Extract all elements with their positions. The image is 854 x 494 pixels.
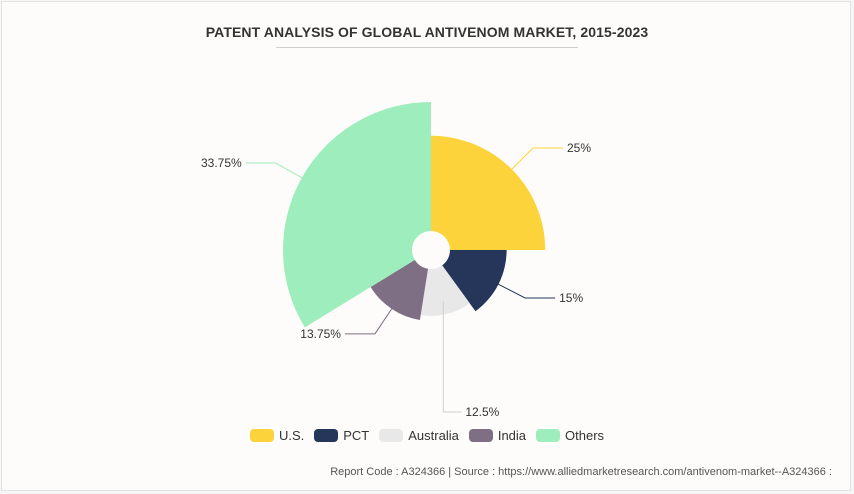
legend-swatch <box>249 429 274 442</box>
legend-swatch <box>536 429 561 442</box>
leader-line <box>495 147 563 186</box>
data-label: 25% <box>567 141 591 155</box>
legend-label: India <box>497 428 527 443</box>
legend-swatch <box>379 429 404 442</box>
data-label: 13.75% <box>300 327 341 341</box>
leader-line <box>484 277 556 299</box>
leader-line <box>245 162 328 193</box>
title-underline <box>276 47 578 48</box>
legend-label: PCT <box>343 428 370 443</box>
legend-item[interactable]: PCT <box>314 428 369 443</box>
slice-u-s-[interactable] <box>431 135 546 250</box>
leader-line <box>344 296 400 335</box>
source-footer: Report Code : A324366 | Source : https:/… <box>330 466 832 478</box>
legend-swatch <box>314 429 339 442</box>
legend-label: U.S. <box>278 428 305 443</box>
legend-item[interactable]: Others <box>536 428 604 443</box>
legend-item[interactable]: India <box>468 428 527 443</box>
legend-item[interactable]: U.S. <box>249 428 305 443</box>
chart-legend: U.S. PCT Australia India Others <box>0 428 854 443</box>
slice-australia[interactable] <box>420 265 470 316</box>
legend-item[interactable]: Australia <box>379 428 459 443</box>
chart-title: PATENT ANALYSIS OF GLOBAL ANTIVENOM MARK… <box>205 24 649 40</box>
legend-label: Others <box>565 428 605 443</box>
data-label: 12.5% <box>465 405 499 419</box>
slice-india[interactable] <box>370 259 429 320</box>
legend-label: Australia <box>408 428 459 443</box>
data-label: 15% <box>559 291 583 305</box>
slice-pct[interactable] <box>442 250 507 312</box>
legend-swatch <box>468 429 493 442</box>
data-label: 33.75% <box>201 156 242 170</box>
slice-others[interactable] <box>283 102 431 328</box>
leader-line <box>442 301 462 413</box>
